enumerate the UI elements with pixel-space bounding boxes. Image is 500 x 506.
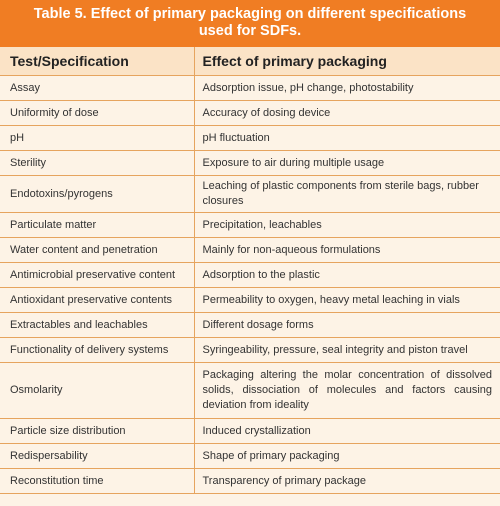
- column-header-effect: Effect of primary packaging: [193, 47, 500, 76]
- table-row: Sterility Exposure to air during multipl…: [0, 150, 500, 176]
- effect-cell: Precipitation, leachables: [193, 212, 500, 238]
- spec-cell: Uniformity of dose: [0, 100, 194, 126]
- table-row: Antimicrobial preservative content Adsor…: [0, 262, 500, 288]
- effect-cell: Shape of primary packaging: [193, 443, 500, 469]
- spec-cell: Osmolarity: [0, 362, 194, 419]
- table-row: Assay Adsorption issue, pH change, photo…: [0, 75, 500, 101]
- table-header-row: Test/Specification Effect of primary pac…: [0, 47, 500, 76]
- effect-cell: Accuracy of dosing device: [193, 100, 500, 126]
- table-title: Table 5. Effect of primary packaging on …: [0, 0, 500, 47]
- table-row: Redispersability Shape of primary packag…: [0, 443, 500, 469]
- effect-cell: Permeability to oxygen, heavy metal leac…: [193, 287, 500, 313]
- effect-cell: pH fluctuation: [193, 125, 500, 151]
- spec-cell: Reconstitution time: [0, 468, 194, 494]
- effect-cell: Adsorption issue, pH change, photostabil…: [193, 75, 500, 101]
- effect-cell: Packaging altering the molar concentrati…: [193, 362, 500, 419]
- table-row: Particulate matter Precipitation, leacha…: [0, 212, 500, 238]
- spec-cell: Endotoxins/pyrogens: [0, 175, 194, 213]
- table-row: Antioxidant preservative contents Permea…: [0, 287, 500, 313]
- effect-cell: Syringeability, pressure, seal integrity…: [193, 337, 500, 363]
- spec-cell: Antimicrobial preservative content: [0, 262, 194, 288]
- effect-cell: Exposure to air during multiple usage: [193, 150, 500, 176]
- effect-cell: Mainly for non-aqueous formulations: [193, 237, 500, 263]
- table-row: Particle size distribution Induced cryst…: [0, 418, 500, 444]
- spec-cell: Functionality of delivery systems: [0, 337, 194, 363]
- table-row: Endotoxins/pyrogens Leaching of plastic …: [0, 175, 500, 213]
- spec-cell: Sterility: [0, 150, 194, 176]
- table-row: pH pH fluctuation: [0, 125, 500, 151]
- table-row: Reconstitution time Transparency of prim…: [0, 468, 500, 494]
- table-title-line-1: Table 5. Effect of primary packaging on …: [33, 6, 467, 22]
- column-header-spec: Test/Specification: [0, 47, 194, 76]
- spec-cell: Water content and penetration: [0, 237, 194, 263]
- effect-cell: Leaching of plastic components from ster…: [193, 175, 500, 213]
- spec-cell: pH: [0, 125, 194, 151]
- spec-cell: Antioxidant preservative contents: [0, 287, 194, 313]
- table-row: Water content and penetration Mainly for…: [0, 237, 500, 263]
- effect-cell: Induced crystallization: [193, 418, 500, 444]
- spec-cell: Extractables and leachables: [0, 312, 194, 338]
- effect-cell: Adsorption to the plastic: [193, 262, 500, 288]
- spec-cell: Redispersability: [0, 443, 194, 469]
- effect-cell: Different dosage forms: [193, 312, 500, 338]
- spec-cell: Particle size distribution: [0, 418, 194, 444]
- effect-cell: Transparency of primary package: [193, 468, 500, 494]
- table-row: Functionality of delivery systems Syring…: [0, 337, 500, 363]
- specification-table: Test/Specification Effect of primary pac…: [0, 47, 500, 494]
- table-row: Osmolarity Packaging altering the molar …: [0, 362, 500, 419]
- table-row: Uniformity of dose Accuracy of dosing de…: [0, 100, 500, 126]
- table-row: Extractables and leachables Different do…: [0, 312, 500, 338]
- spec-cell: Assay: [0, 75, 194, 101]
- spec-cell: Particulate matter: [0, 212, 194, 238]
- table-title-line-2: used for SDFs.: [198, 23, 302, 39]
